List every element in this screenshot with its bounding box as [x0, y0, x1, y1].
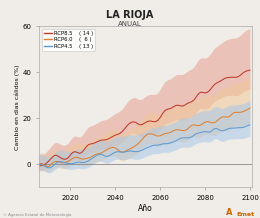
- Text: ANUAL: ANUAL: [118, 21, 142, 27]
- Text: LA RIOJA: LA RIOJA: [106, 10, 154, 20]
- Text: A: A: [226, 208, 233, 217]
- X-axis label: Año: Año: [138, 204, 153, 213]
- Y-axis label: Cambio en dias cálidos (%): Cambio en dias cálidos (%): [14, 64, 20, 150]
- Text: Emet: Emet: [237, 212, 255, 217]
- Text: © Agencia Estatal de Meteorología: © Agencia Estatal de Meteorología: [3, 213, 71, 217]
- Legend: RCP8.5    ( 14 ), RCP6.0    (  6 ), RCP4.5    ( 13 ): RCP8.5 ( 14 ), RCP6.0 ( 6 ), RCP4.5 ( 13…: [42, 29, 95, 51]
